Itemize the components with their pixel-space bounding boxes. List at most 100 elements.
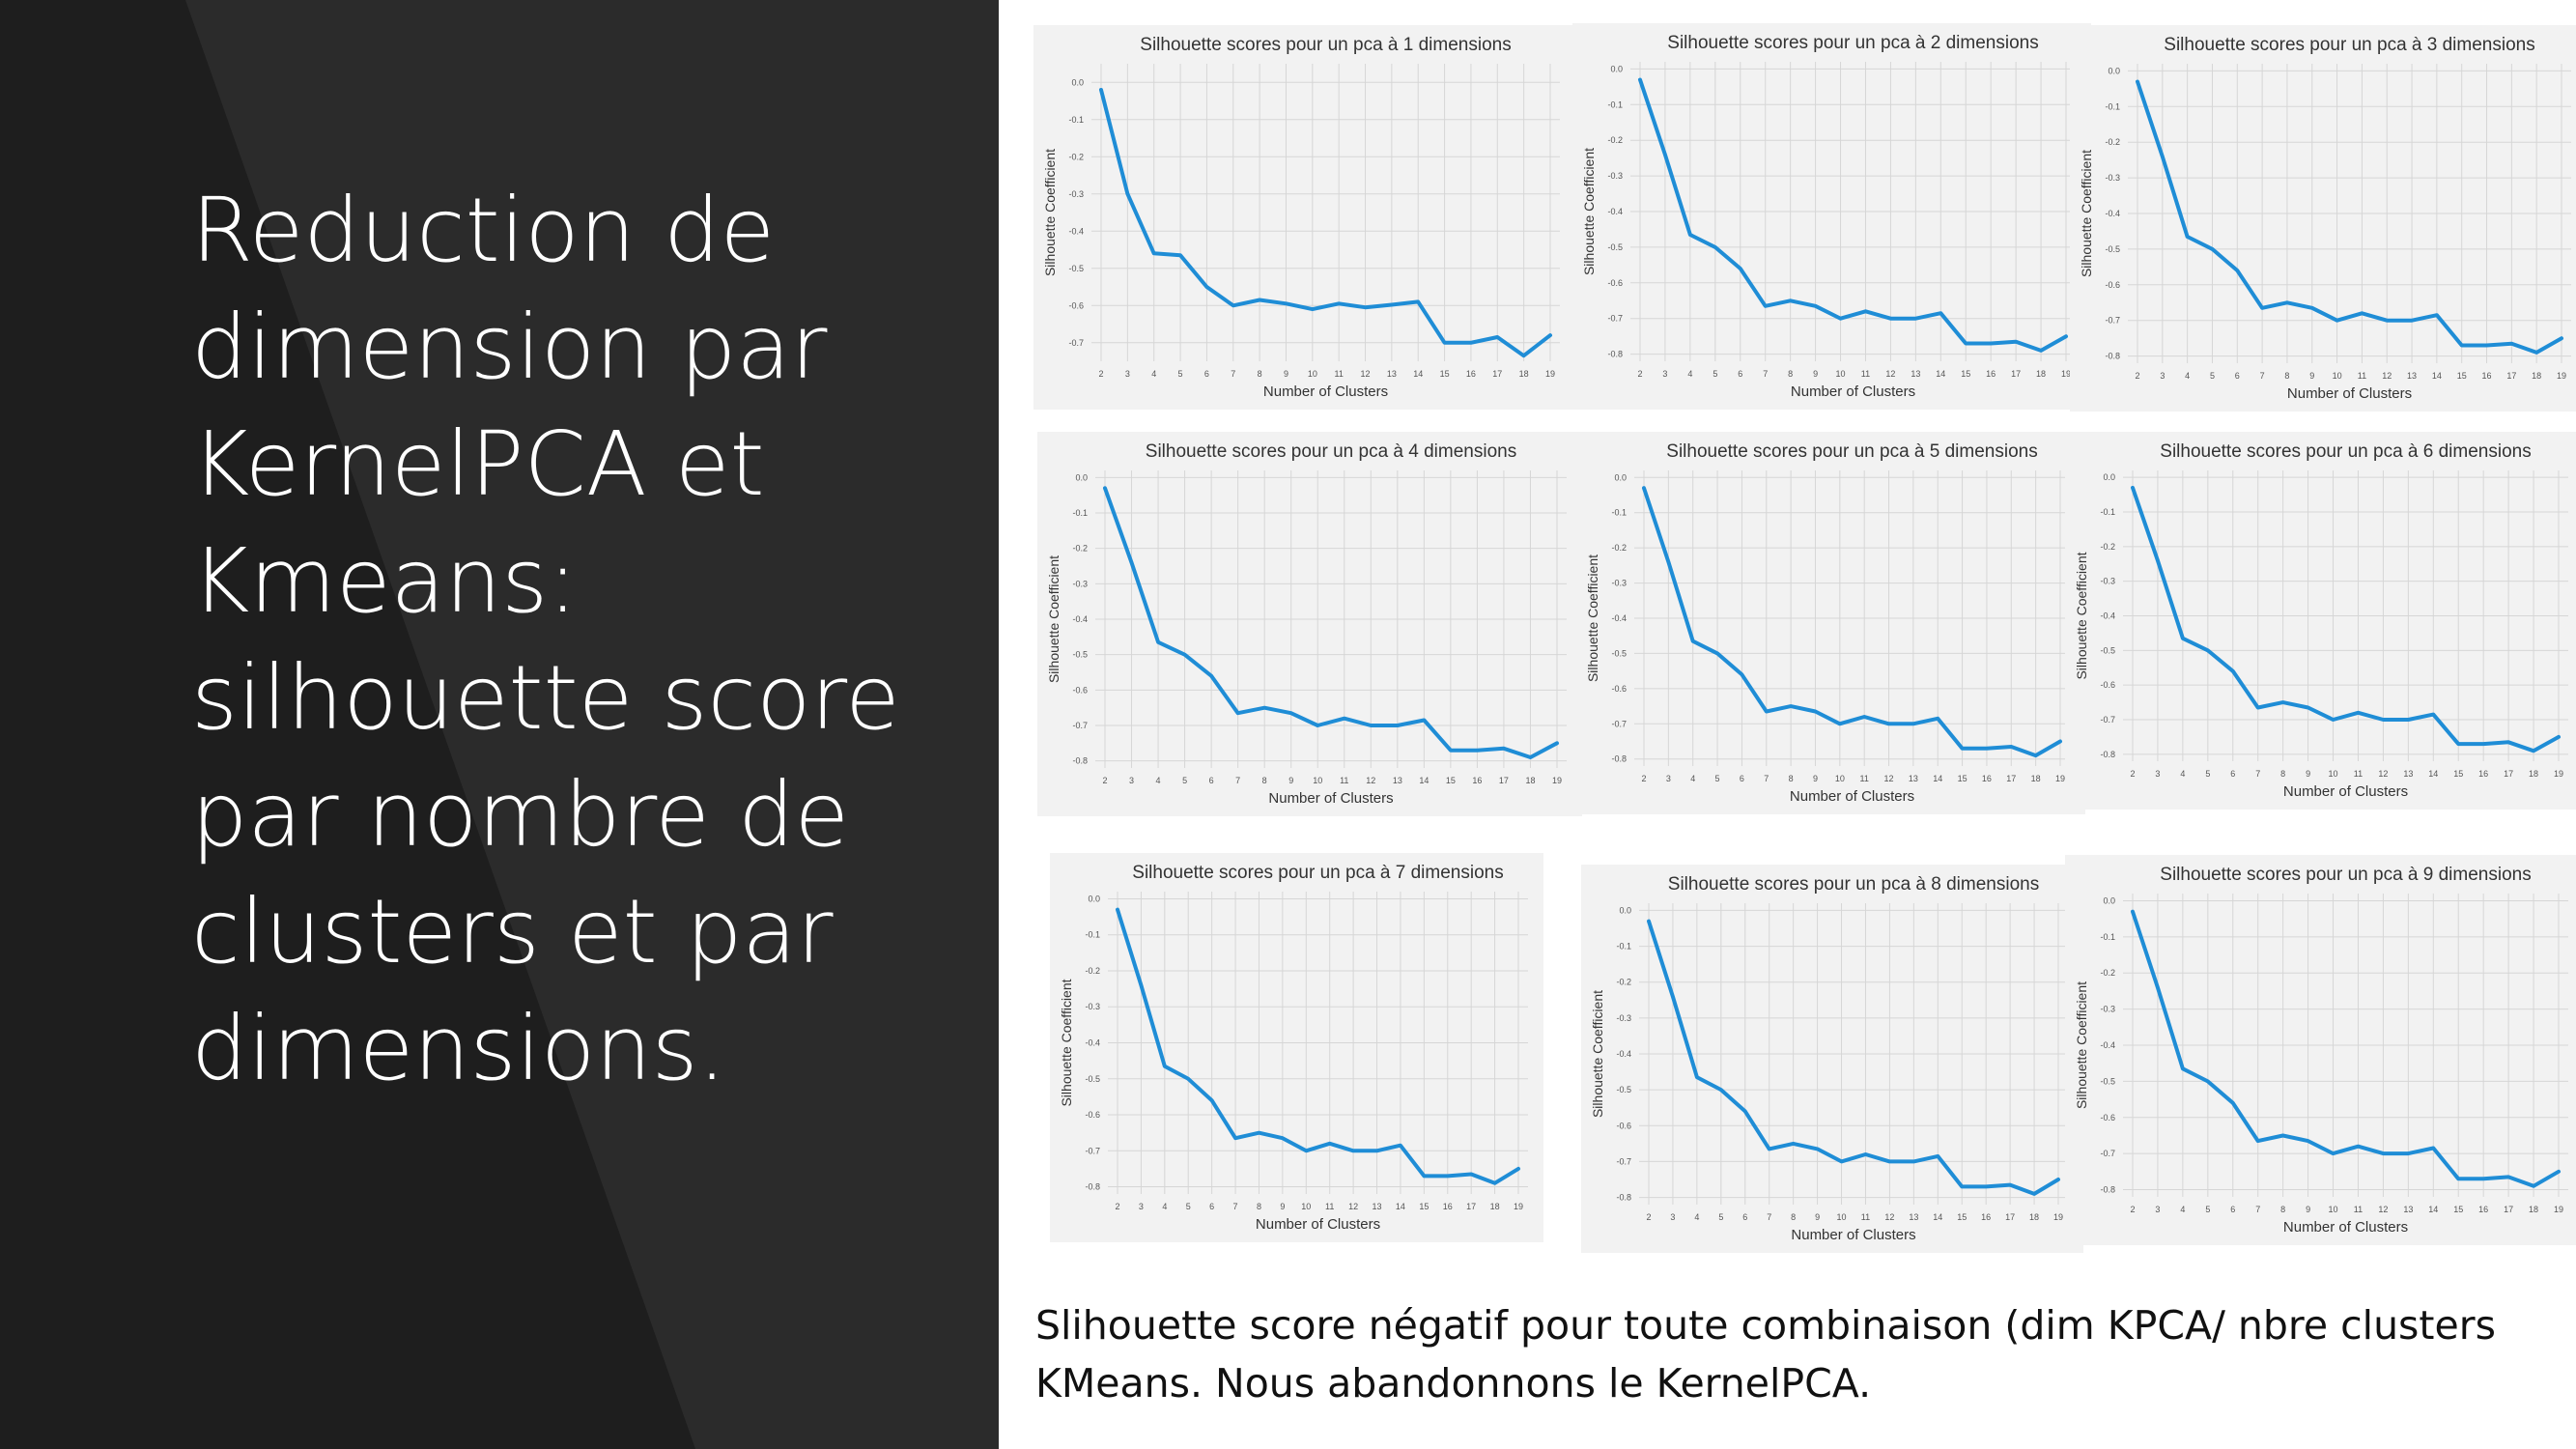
x-axis-label: Number of Clusters	[1790, 788, 1914, 805]
chart-title: Silhouette scores pour un pca à 6 dimens…	[2160, 441, 2531, 462]
data-point	[1522, 354, 1526, 357]
x-tick-label: 17	[2504, 1205, 2513, 1214]
x-tick-label: 19	[2554, 1205, 2563, 1214]
line-chart-svg: Silhouette scores pour un pca à 9 dimens…	[2074, 865, 2568, 1236]
x-tick-label: 16	[1986, 369, 1996, 379]
data-point	[2181, 637, 2185, 640]
data-point	[1663, 153, 1667, 156]
y-tick-label: -0.5	[1068, 264, 1084, 273]
x-tick-label: 6	[1740, 774, 1744, 783]
data-point	[1311, 307, 1315, 311]
data-point	[2008, 1183, 2012, 1187]
x-tick-label: 10	[2333, 371, 2342, 381]
y-axis-label: Silhouette Coefficient	[2079, 150, 2094, 277]
x-tick-label: 16	[1472, 776, 1482, 785]
y-tick-label: -0.1	[2100, 932, 2115, 942]
data-point	[1443, 341, 1447, 345]
x-tick-label: 17	[1492, 369, 1502, 379]
y-tick-label: -0.8	[1611, 754, 1627, 764]
y-tick-label: 0.0	[1619, 905, 1631, 915]
data-point	[2210, 247, 2214, 251]
x-tick-label: 9	[1813, 369, 1818, 379]
data-point	[1262, 706, 1266, 710]
data-point	[1399, 1144, 1402, 1148]
data-point	[2009, 745, 2013, 749]
x-tick-label: 7	[1235, 776, 1240, 785]
x-tick-label: 14	[1936, 369, 1945, 379]
data-point	[2332, 718, 2335, 722]
y-tick-label: -0.5	[1085, 1074, 1100, 1084]
x-tick-label: 15	[2453, 1205, 2463, 1214]
x-tick-label: 18	[2529, 769, 2538, 779]
x-tick-label: 2	[1102, 776, 1107, 785]
y-axis-label: Silhouette Coefficient	[1046, 555, 1062, 683]
charts-panel: Silhouette scores pour un pca à 1 dimens…	[999, 0, 2576, 1449]
slide-caption: Slihouette score négatif pour toute comb…	[1035, 1302, 2496, 1406]
data-point	[2557, 735, 2561, 739]
x-tick-label: 17	[1499, 776, 1509, 785]
x-tick-label: 12	[1884, 774, 1894, 783]
y-tick-label: -0.6	[1085, 1110, 1100, 1120]
data-point	[2385, 319, 2389, 323]
x-tick-label: 5	[1715, 774, 1720, 783]
data-point	[2231, 669, 2235, 673]
data-point	[1913, 317, 1917, 321]
y-tick-label: -0.8	[1607, 350, 1623, 359]
data-point	[1364, 305, 1368, 309]
y-tick-label: -0.7	[2100, 1149, 2115, 1158]
data-point	[1642, 486, 1646, 490]
data-point	[1369, 724, 1373, 727]
x-tick-label: 18	[1525, 776, 1535, 785]
y-tick-label: -0.1	[2105, 101, 2120, 111]
data-point	[2058, 740, 2062, 743]
y-tick-label: -0.5	[1607, 242, 1623, 252]
x-tick-label: 18	[1519, 369, 1529, 379]
series-line	[2131, 909, 2561, 1188]
x-tick-label: 7	[1763, 369, 1768, 379]
x-tick-label: 2	[1115, 1202, 1119, 1211]
x-tick-label: 19	[1514, 1202, 1523, 1211]
data-point	[2235, 269, 2239, 272]
data-point	[1936, 717, 1939, 721]
y-tick-label: -0.8	[1616, 1193, 1631, 1203]
y-tick-label: -0.4	[2105, 209, 2120, 218]
data-point	[1178, 253, 1182, 257]
data-point	[1446, 1174, 1450, 1178]
y-tick-label: -0.4	[1607, 207, 1623, 216]
data-point	[2410, 319, 2414, 323]
x-tick-label: 17	[2504, 769, 2513, 779]
data-point	[1789, 704, 1793, 708]
x-tick-label: 6	[1204, 369, 1209, 379]
y-tick-label: -0.2	[2100, 542, 2115, 552]
data-point	[2485, 344, 2489, 348]
x-tick-label: 13	[2403, 1205, 2413, 1214]
y-tick-label: -0.7	[1072, 721, 1088, 730]
data-point	[2509, 342, 2513, 346]
x-tick-label: 16	[1443, 1202, 1453, 1211]
x-axis-label: Number of Clusters	[2287, 385, 2412, 402]
x-tick-label: 2	[1098, 369, 1103, 379]
data-point	[1186, 1077, 1190, 1081]
y-axis-label: Silhouette Coefficient	[2074, 552, 2089, 679]
data-point	[1743, 1109, 1747, 1113]
data-point	[1289, 711, 1293, 715]
y-tick-label: -0.8	[2100, 1185, 2115, 1195]
x-tick-label: 4	[1156, 776, 1161, 785]
y-tick-label: -0.5	[2100, 645, 2115, 655]
data-point	[1493, 1181, 1497, 1185]
x-tick-label: 5	[1178, 369, 1183, 379]
data-point	[2186, 235, 2190, 239]
y-tick-label: -0.1	[1611, 508, 1627, 518]
x-tick-label: 19	[2061, 369, 2071, 379]
x-tick-label: 11	[1340, 776, 1348, 785]
data-point	[2332, 1151, 2335, 1155]
data-point	[2161, 155, 2165, 158]
x-tick-label: 7	[1764, 774, 1769, 783]
y-tick-label: -0.1	[1616, 942, 1631, 952]
data-point	[1316, 724, 1319, 727]
data-point	[2360, 311, 2364, 315]
y-tick-label: 0.0	[1071, 77, 1084, 87]
data-point	[2356, 711, 2360, 715]
y-tick-label: 0.0	[2103, 472, 2115, 482]
x-tick-label: 3	[1662, 369, 1667, 379]
